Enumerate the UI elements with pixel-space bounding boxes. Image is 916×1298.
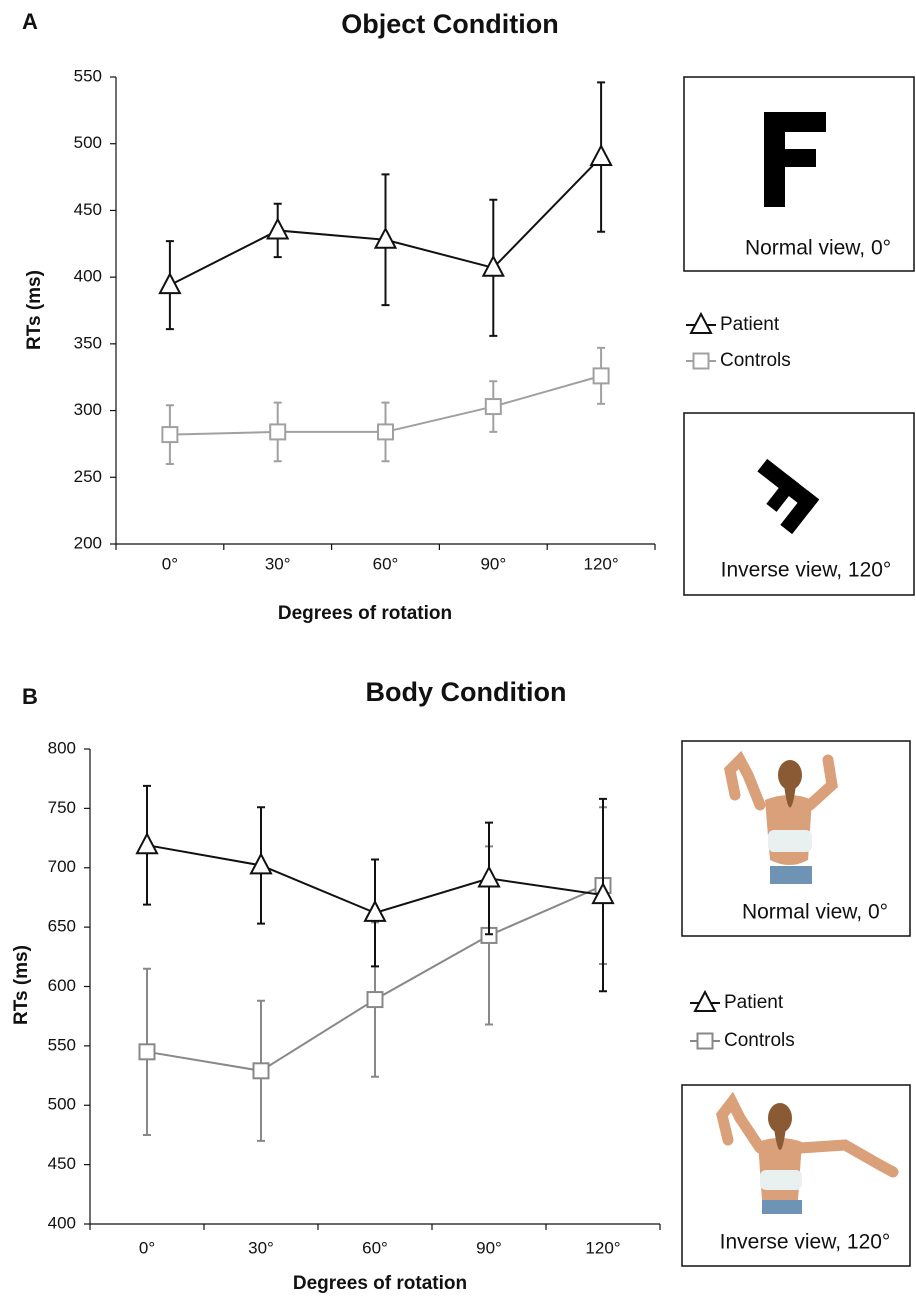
letter-stimulus [764,112,826,207]
y-tick-label: 750 [48,798,76,817]
y-tick-label: 500 [74,133,102,152]
data-point [481,254,505,277]
y-tick-label: 400 [48,1213,76,1232]
panel-label: B [22,684,38,709]
y-tick-label: 600 [48,976,76,995]
y-axis-label: RTs (ms) [11,945,32,1025]
inset-box [683,76,915,272]
legend-marker [692,352,710,370]
data-point [135,832,159,855]
x-tick-label: 30° [265,554,291,573]
legend-marker [689,311,713,334]
data-point [138,1043,156,1061]
chart-title: Object Condition [341,9,558,39]
y-tick-label: 300 [74,400,102,419]
legend-label: Controls [724,1030,795,1051]
x-tick-label: 120° [584,554,619,573]
data-point [591,881,615,905]
data-point [252,1062,270,1080]
y-tick-label: 250 [74,467,102,486]
data-point [158,272,182,295]
y-axis-label: RTs (ms) [24,270,45,350]
x-tick-label: 60° [362,1238,388,1257]
letter-stimulus [757,458,820,535]
data-point [484,398,502,416]
y-tick-label: 400 [74,267,102,286]
data-point [363,899,387,922]
x-tick-label: 90° [480,554,506,573]
y-tick-label: 200 [74,533,102,552]
inset-caption: Normal view, 0° [742,901,888,924]
data-point [249,852,273,875]
data-point [477,865,501,888]
y-tick-label: 450 [48,1154,76,1173]
legend-label: Controls [720,350,791,371]
y-tick-label: 800 [48,738,76,757]
data-point [266,217,290,240]
x-axis-label: Degrees of rotation [293,1273,467,1294]
inset-caption: Inverse view, 120° [721,559,892,582]
y-tick-label: 550 [74,66,102,85]
x-tick-label: 0° [139,1238,155,1257]
y-tick-label: 350 [74,333,102,352]
data-point [366,991,384,1009]
body-stimulus [724,750,838,884]
y-tick-label: 450 [74,200,102,219]
x-tick-label: 60° [373,554,399,573]
x-tick-label: 0° [162,554,178,573]
legend-marker [693,989,717,1012]
data-point [373,226,398,249]
legend-label: Patient [724,992,784,1013]
inset-caption: Normal view, 0° [745,237,891,260]
x-axis-label: Degrees of rotation [278,603,452,624]
data-point [377,423,394,441]
data-point [589,143,613,167]
x-tick-label: 30° [248,1238,274,1257]
data-point [269,423,287,441]
chart-title: Body Condition [366,677,567,707]
legend-marker [696,1032,714,1050]
y-tick-label: 650 [48,917,76,936]
data-point [592,367,610,385]
data-point [161,426,179,444]
panel-label: A [22,9,38,34]
x-tick-label: 120° [585,1238,620,1257]
y-tick-label: 700 [48,857,76,876]
legend-label: Patient [720,314,780,335]
x-tick-label: 90° [476,1238,502,1257]
body-stimulus [716,1091,899,1214]
y-tick-label: 550 [48,1035,76,1054]
y-tick-label: 500 [48,1095,76,1114]
inset-caption: Inverse view, 120° [720,1231,891,1254]
